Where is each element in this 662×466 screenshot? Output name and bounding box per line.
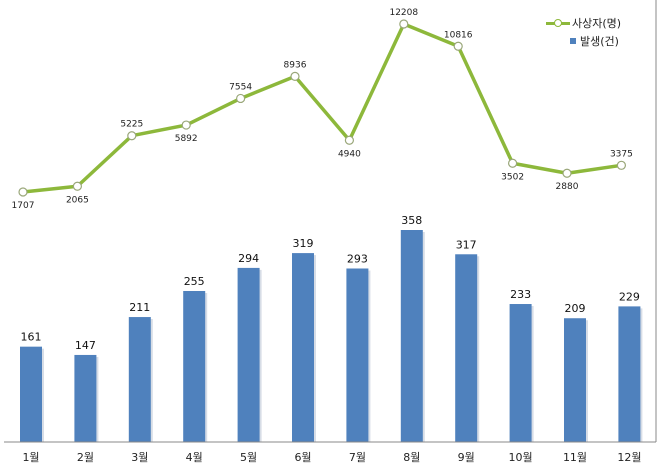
- bar: [74, 354, 97, 442]
- legend: 사상자(명) 발생(건): [546, 14, 621, 50]
- line-value-label: 2065: [66, 195, 89, 205]
- line-point: [290, 71, 300, 81]
- bar-value-label: 317: [456, 238, 477, 251]
- line-value-label: 2880: [556, 182, 579, 192]
- line-point: [562, 168, 572, 178]
- bar-series: 161 147 211 255 294 319 293 358 317 233 209 229: [20, 214, 643, 442]
- x-tick-labels: 1월 2월 3월 4월 5월 6월 7월 8월 9월 10월 11월 12월: [22, 451, 641, 464]
- legend-item-bar: 발생(건): [546, 32, 621, 50]
- legend-label-bar: 발생(건): [580, 35, 619, 48]
- bar: [455, 254, 478, 442]
- line-value-label: 1707: [12, 201, 35, 211]
- line-point: [18, 187, 28, 197]
- bar-value-label: 293: [347, 252, 368, 265]
- line-point: [127, 131, 137, 141]
- x-tick-label: 1월: [22, 451, 39, 464]
- bar-value-label: 358: [401, 214, 422, 227]
- x-tick-label: 9월: [458, 451, 475, 464]
- bar: [292, 253, 314, 442]
- bar-value-label: 209: [565, 302, 586, 315]
- line-point: [399, 19, 409, 29]
- bar-value-label: 147: [75, 339, 96, 352]
- line-value-label: 3375: [610, 149, 633, 159]
- bar: [509, 304, 532, 442]
- bar-value-label: 294: [238, 252, 259, 265]
- bar: [346, 268, 369, 442]
- x-tick-label: 7월: [349, 451, 366, 464]
- line-value-label: 12208: [389, 8, 418, 18]
- x-tick-label: 4월: [186, 451, 203, 464]
- line-path: [22, 22, 622, 194]
- bar: [128, 317, 151, 442]
- x-tick-label: 8월: [403, 451, 420, 464]
- line-point: [453, 41, 463, 51]
- bar-value-label: 211: [129, 301, 150, 314]
- line-value-label: 3502: [501, 172, 524, 182]
- bar: [564, 318, 586, 442]
- bar: [183, 290, 206, 442]
- legend-item-line: 사상자(명): [546, 14, 621, 32]
- bar-value-label: 319: [293, 237, 314, 250]
- line-point: [616, 160, 627, 170]
- line-value-label: 10816: [444, 30, 473, 40]
- bar-value-label: 229: [619, 290, 640, 303]
- x-tick-label: 2월: [77, 451, 94, 464]
- x-tick-label: 5월: [240, 451, 257, 464]
- bar: [237, 267, 260, 442]
- legend-bar-swatch: [570, 38, 576, 44]
- line-value-label: 7554: [229, 82, 252, 92]
- legend-label-line: 사상자(명): [572, 17, 622, 30]
- x-tick-label: 12월: [617, 451, 641, 464]
- bar: [618, 306, 641, 442]
- x-tick-label: 10월: [509, 451, 533, 464]
- line-value-label: 5892: [175, 134, 198, 144]
- bar-value-label: 255: [184, 275, 205, 288]
- legend-line-swatch: [546, 18, 570, 27]
- line-series: 1707 2065 5225 5892 7554 8936 4940 12208 10816 35…: [12, 8, 633, 211]
- bar-value-label: 161: [21, 331, 42, 344]
- line-point: [344, 135, 354, 145]
- line-point: [72, 181, 83, 191]
- line-point: [507, 158, 518, 168]
- line-value-label: 8936: [284, 60, 307, 70]
- line-value-label: 4940: [338, 149, 361, 159]
- bar: [400, 230, 423, 442]
- x-tick-label: 11월: [563, 451, 587, 464]
- bar-value-label: 233: [510, 288, 531, 301]
- x-tick-label: 6월: [294, 451, 311, 464]
- line-point: [236, 93, 246, 104]
- x-tick-label: 3월: [131, 451, 148, 464]
- bar: [20, 346, 42, 442]
- line-point: [181, 120, 191, 130]
- line-value-label: 5225: [120, 120, 143, 130]
